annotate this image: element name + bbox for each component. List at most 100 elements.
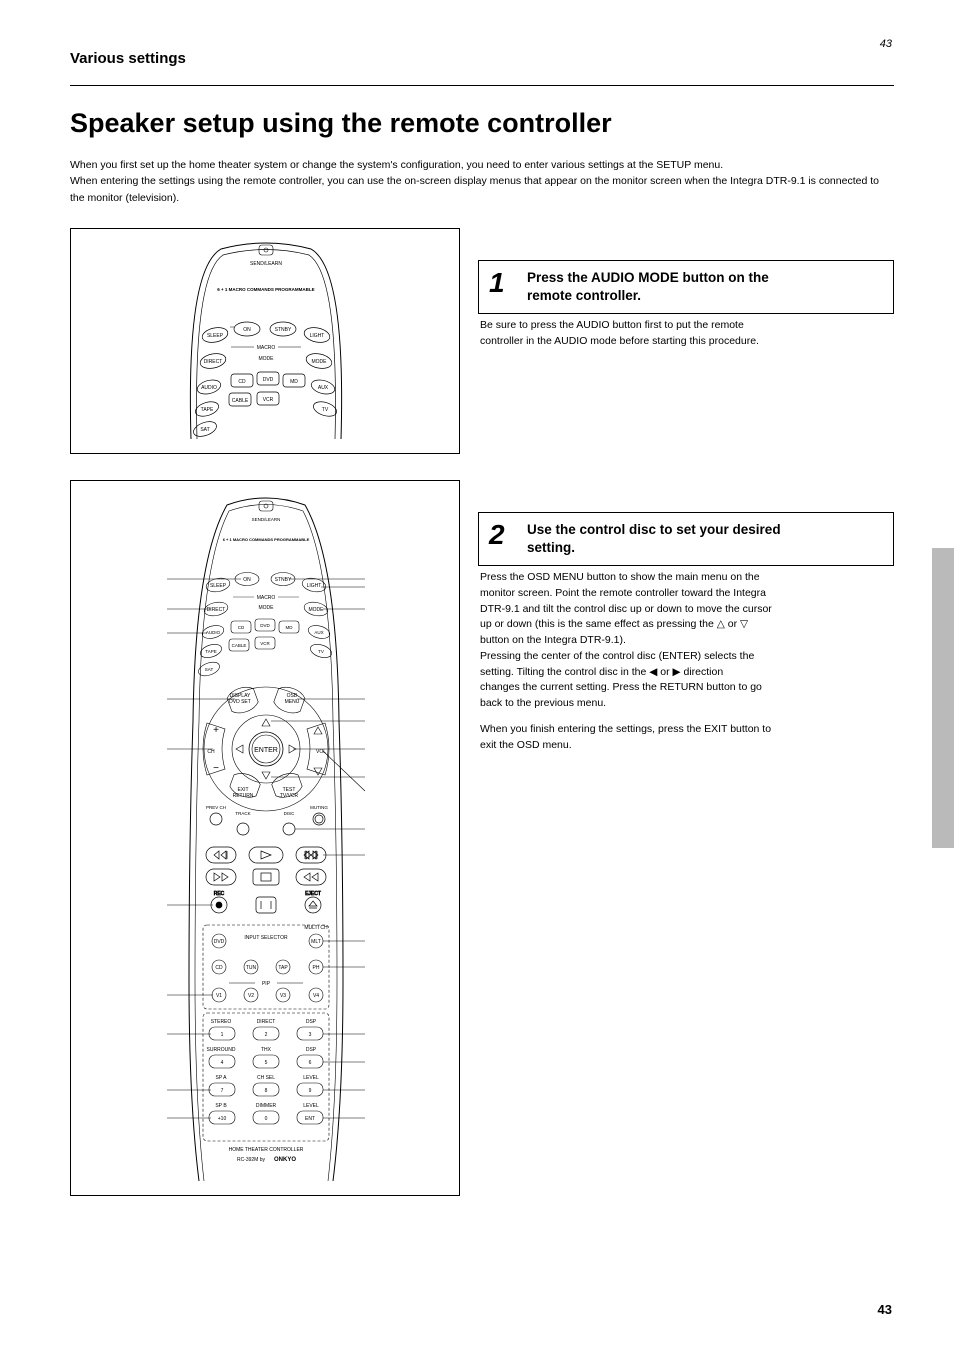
svg-text:MENU: MENU — [285, 699, 300, 705]
svg-text:ON: ON — [243, 577, 251, 583]
svg-text:INPUT SELECTOR: INPUT SELECTOR — [244, 935, 288, 941]
section-side-tab — [932, 548, 954, 848]
svg-text:ONKYO: ONKYO — [274, 1157, 296, 1163]
svg-text:SLEEP: SLEEP — [207, 333, 224, 339]
remote-large-svg: SEND/LEARN 6 + 1 MACRO COMMANDS PROGRAMM… — [71, 481, 461, 1197]
svg-text:HOME THEATER CONTROLLER: HOME THEATER CONTROLLER — [229, 1147, 304, 1153]
svg-text:TUN: TUN — [246, 965, 257, 971]
svg-text:PH: PH — [313, 965, 320, 971]
svg-text:MULTI CH: MULTI CH — [304, 925, 328, 931]
svg-text:3: 3 — [309, 1032, 312, 1038]
svg-text:CH: CH — [207, 749, 215, 755]
svg-text:CABLE: CABLE — [232, 398, 249, 404]
svg-text:RETURN: RETURN — [233, 793, 254, 799]
svg-text:DSP: DSP — [306, 1019, 317, 1025]
remote-figure-small: SEND/LEARN 6 + 1 MACRO COMMANDS PROGRAMM… — [70, 228, 460, 454]
remote-small-svg: SEND/LEARN 6 + 1 MACRO COMMANDS PROGRAMM… — [71, 229, 461, 455]
svg-text:PIP: PIP — [262, 981, 271, 987]
svg-text:+: + — [213, 725, 219, 736]
svg-text:+10: +10 — [218, 1116, 227, 1122]
right-column: 1 Press the AUDIO MODE button on the rem… — [478, 228, 894, 1196]
svg-text:V2: V2 — [248, 993, 254, 999]
svg-text:LIGHT: LIGHT — [307, 583, 322, 589]
svg-text:RC-392M by: RC-392M by — [237, 1157, 266, 1163]
svg-text:VOL: VOL — [316, 749, 326, 755]
svg-text:DVD SET: DVD SET — [229, 699, 251, 705]
svg-text:6 + 1 MACRO COMMANDS PROGRAMMA: 6 + 1 MACRO COMMANDS PROGRAMMABLE — [217, 287, 314, 292]
svg-text:MACRO: MACRO — [257, 595, 276, 601]
svg-text:1: 1 — [221, 1032, 224, 1038]
top-rule — [70, 85, 894, 86]
svg-text:DIRECT: DIRECT — [204, 359, 223, 365]
intro-text: When you first set up the home theater s… — [70, 157, 885, 206]
svg-text:DVD: DVD — [260, 623, 270, 628]
svg-text:AUX: AUX — [318, 385, 329, 391]
svg-text:6 + 1 MACRO COMMANDS PROGRAMMA: 6 + 1 MACRO COMMANDS PROGRAMMABLE — [223, 537, 310, 542]
svg-text:VCR: VCR — [263, 397, 274, 403]
step-2-body: Press the OSD MENU button to show the ma… — [478, 570, 894, 753]
svg-text:SP A: SP A — [215, 1075, 227, 1081]
page: 43 Various settings Speaker setup using … — [0, 0, 954, 1351]
svg-text:TRACK: TRACK — [235, 811, 250, 816]
svg-text:MODE: MODE — [309, 607, 325, 613]
svg-text:7: 7 — [221, 1088, 224, 1094]
svg-text:8: 8 — [265, 1088, 268, 1094]
svg-text:MACRO: MACRO — [257, 345, 276, 351]
svg-text:TV/VCR: TV/VCR — [280, 793, 299, 799]
svg-text:VCR: VCR — [260, 641, 270, 646]
svg-text:MODE: MODE — [259, 356, 275, 362]
svg-text:MD: MD — [290, 379, 298, 385]
svg-text:SURROUND: SURROUND — [207, 1047, 236, 1053]
svg-text:CD: CD — [215, 965, 223, 971]
svg-text:DVD: DVD — [214, 939, 225, 945]
svg-text:CD: CD — [238, 379, 246, 385]
svg-text:DSP: DSP — [306, 1047, 317, 1053]
step-1-heading-l2: remote controller. — [527, 287, 769, 305]
svg-text:THX: THX — [261, 1047, 272, 1053]
step-1-heading-l1: Press the AUDIO MODE button on the — [527, 269, 769, 287]
step-2-box: 2 Use the control disc to set your desir… — [478, 512, 894, 566]
svg-text:DIRECT: DIRECT — [207, 607, 226, 613]
svg-text:SAT: SAT — [205, 667, 214, 672]
svg-text:TAP: TAP — [278, 965, 288, 971]
svg-text:TV: TV — [318, 649, 324, 654]
svg-text:0: 0 — [265, 1116, 268, 1122]
page-title: Speaker setup using the remote controlle… — [70, 108, 894, 139]
page-number-top: 43 — [880, 38, 892, 50]
svg-text:MODE: MODE — [312, 359, 328, 365]
two-column-layout: SEND/LEARN 6 + 1 MACRO COMMANDS PROGRAMM… — [70, 228, 894, 1196]
step-2-number: 2 — [489, 521, 517, 549]
svg-text:STNBY: STNBY — [275, 577, 292, 583]
svg-text:AUDIO: AUDIO — [201, 385, 217, 391]
svg-text:MLT: MLT — [311, 939, 321, 945]
svg-text:EJECT: EJECT — [305, 891, 321, 897]
remote-figure-large: SEND/LEARN 6 + 1 MACRO COMMANDS PROGRAMM… — [70, 480, 460, 1196]
step-2-block: 2 Use the control disc to set your desir… — [478, 512, 894, 768]
svg-text:CABLE: CABLE — [232, 643, 247, 648]
svg-text:STEREO: STEREO — [211, 1019, 232, 1025]
svg-text:LIGHT: LIGHT — [310, 333, 325, 339]
step-1-body: Be sure to press the AUDIO button first … — [478, 318, 894, 350]
svg-text:V1: V1 — [216, 993, 222, 999]
svg-text:SEND/LEARN: SEND/LEARN — [252, 517, 281, 522]
svg-text:5: 5 — [265, 1060, 268, 1066]
svg-text:DIMMER: DIMMER — [256, 1103, 277, 1109]
svg-text:CH SEL: CH SEL — [257, 1075, 275, 1081]
step-1-number: 1 — [489, 269, 517, 297]
svg-text:MD: MD — [286, 625, 294, 630]
svg-text:2: 2 — [265, 1032, 268, 1038]
svg-text:MUTING: MUTING — [310, 805, 328, 810]
svg-text:CD: CD — [238, 625, 245, 630]
svg-text:SLEEP: SLEEP — [210, 583, 227, 589]
svg-text:6: 6 — [309, 1060, 312, 1066]
svg-text:DIRECT: DIRECT — [257, 1019, 276, 1025]
svg-text:PREV CH: PREV CH — [206, 805, 226, 810]
svg-text:DISC: DISC — [284, 811, 296, 816]
svg-text:MODE: MODE — [259, 605, 275, 611]
svg-text:ON: ON — [243, 327, 251, 333]
svg-text:SP B: SP B — [215, 1103, 227, 1109]
step-2-heading-l1: Use the control disc to set your desired — [527, 521, 781, 539]
svg-text:STNBY: STNBY — [275, 327, 292, 333]
svg-text:LEVEL: LEVEL — [303, 1103, 319, 1109]
svg-text:9: 9 — [309, 1088, 312, 1094]
